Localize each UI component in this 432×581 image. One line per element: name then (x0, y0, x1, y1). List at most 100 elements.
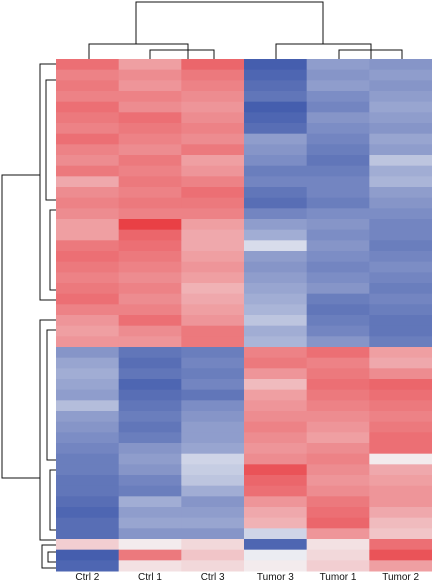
heatmap-cell (118, 315, 182, 327)
heatmap-cell (244, 176, 308, 188)
heatmap-cell (306, 357, 370, 369)
heatmap-cell (118, 464, 182, 476)
heatmap-cell (118, 91, 182, 103)
heatmap-cell (306, 59, 370, 71)
heatmap-cell (56, 357, 120, 369)
heatmap-cell (118, 133, 182, 145)
heatmap-cell (181, 325, 245, 337)
heatmap-cell (118, 283, 182, 295)
heatmap-cell (306, 528, 370, 540)
heatmap-cell (244, 304, 308, 316)
heatmap-cell (118, 229, 182, 241)
heatmap-cell (118, 453, 182, 465)
heatmap-cell (369, 549, 432, 561)
column-label: Tumor 2 (382, 572, 419, 581)
heatmap-cell (306, 464, 370, 476)
heatmap-cell (244, 485, 308, 497)
heatmap-cell (306, 112, 370, 124)
row-dendrogram-branch (49, 469, 56, 531)
heatmap-cell (244, 464, 308, 476)
heatmap-cell (56, 123, 120, 135)
row-dendrogram-branch (41, 544, 56, 569)
heatmap-cell (118, 400, 182, 412)
heatmap-cell (118, 368, 182, 380)
heatmap-cell (369, 389, 432, 401)
heatmap-cell (244, 475, 308, 487)
heatmap-cell (369, 69, 432, 81)
heatmap-cell (244, 261, 308, 273)
heatmap-cell (181, 411, 245, 423)
heatmap-cell (306, 485, 370, 497)
heatmap-cell (306, 475, 370, 487)
column-label: Ctrl 2 (75, 572, 99, 581)
heatmap-cell (181, 496, 245, 508)
heatmap-cell (369, 347, 432, 359)
heatmap-cell (181, 187, 245, 199)
heatmap-cell (369, 464, 432, 476)
heatmap-cell (306, 80, 370, 92)
heatmap-cell (306, 389, 370, 401)
heatmap-cell (181, 443, 245, 455)
column-dendrogram-branch (135, 1, 324, 44)
heatmap-cell (369, 133, 432, 145)
heatmap-cell (306, 293, 370, 305)
heatmap-cell (118, 507, 182, 519)
heatmap-cell (306, 507, 370, 519)
heatmap-cell (306, 261, 370, 273)
row-dendrogram-branch (49, 209, 56, 291)
heatmap-cell (306, 453, 370, 465)
heatmap-cell (369, 144, 432, 156)
heatmap-cell (244, 528, 308, 540)
heatmap-cell (181, 272, 245, 284)
heatmap-cell (181, 101, 245, 113)
heatmap-cell (244, 560, 308, 572)
heatmap-cell (369, 197, 432, 209)
heatmap-cell (118, 59, 182, 71)
heatmap-cell (244, 283, 308, 295)
heatmap-cell (306, 411, 370, 423)
heatmap-cell (306, 379, 370, 391)
heatmap-cell (244, 517, 308, 529)
heatmap-cell (306, 368, 370, 380)
heatmap-cell (244, 69, 308, 81)
heatmap-cell (369, 219, 432, 231)
heatmap-cell (56, 251, 120, 263)
heatmap-cell (306, 517, 370, 529)
heatmap-cell (244, 453, 308, 465)
heatmap-cell (244, 219, 308, 231)
heatmap-cell (56, 165, 120, 177)
heatmap-cell (181, 219, 245, 231)
row-dendrogram-branch (1, 174, 40, 479)
heatmap-cell (181, 400, 245, 412)
heatmap-cell (244, 272, 308, 284)
heatmap-cell (118, 155, 182, 167)
heatmap-cell (306, 304, 370, 316)
heatmap-cell (306, 400, 370, 412)
heatmap-cell (244, 208, 308, 220)
heatmap-cell (369, 560, 432, 572)
heatmap-cell (369, 283, 432, 295)
heatmap-cell (369, 165, 432, 177)
heatmap-cell (118, 261, 182, 273)
heatmap-cell (56, 91, 120, 103)
heatmap-cell (244, 101, 308, 113)
heatmap-cell (369, 251, 432, 263)
heatmap-cell (56, 549, 120, 561)
column-label: Ctrl 1 (138, 572, 162, 581)
heatmap-cell (369, 187, 432, 199)
heatmap-cell (369, 91, 432, 103)
heatmap-cell (56, 59, 120, 71)
heatmap-cell (181, 379, 245, 391)
heatmap-cell (181, 539, 245, 551)
heatmap-cell (244, 155, 308, 167)
heatmap-cell (56, 453, 120, 465)
heatmap-cell (181, 261, 245, 273)
heatmap-cell (306, 155, 370, 167)
heatmap-cell (56, 485, 120, 497)
heatmap-cell (306, 443, 370, 455)
heatmap-cell (369, 240, 432, 252)
heatmap-cell (181, 485, 245, 497)
column-dendrogram-branch (149, 49, 215, 59)
heatmap-cell (369, 176, 432, 188)
heatmap-cell (56, 389, 120, 401)
